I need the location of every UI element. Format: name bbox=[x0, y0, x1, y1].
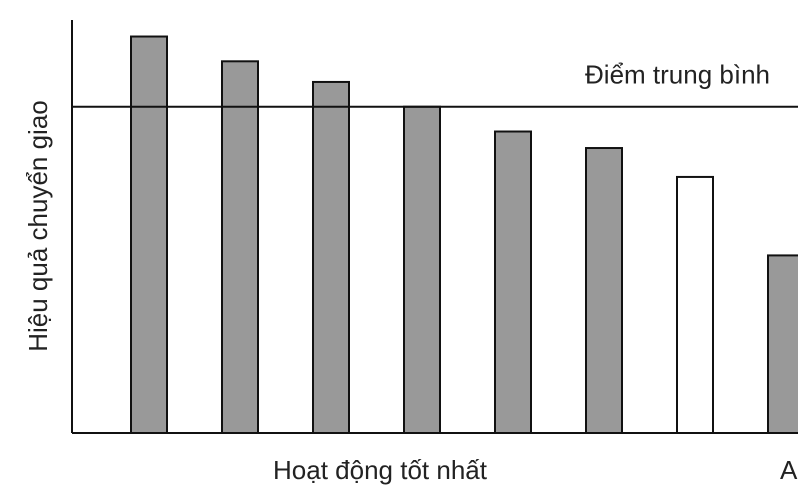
y-axis-label: Hiệu quả chuyển giao bbox=[23, 100, 53, 352]
x-axis-label-2: A bbox=[780, 455, 798, 485]
bar bbox=[221, 60, 259, 435]
bar bbox=[130, 35, 168, 435]
bar bbox=[494, 130, 532, 434]
bar bbox=[585, 147, 623, 434]
average-label: Điểm trung bình bbox=[585, 60, 770, 90]
bar bbox=[767, 254, 798, 434]
bar bbox=[676, 175, 714, 434]
bar bbox=[312, 80, 350, 434]
x-axis-label: Hoạt động tốt nhất bbox=[273, 455, 488, 485]
bar bbox=[403, 105, 441, 434]
